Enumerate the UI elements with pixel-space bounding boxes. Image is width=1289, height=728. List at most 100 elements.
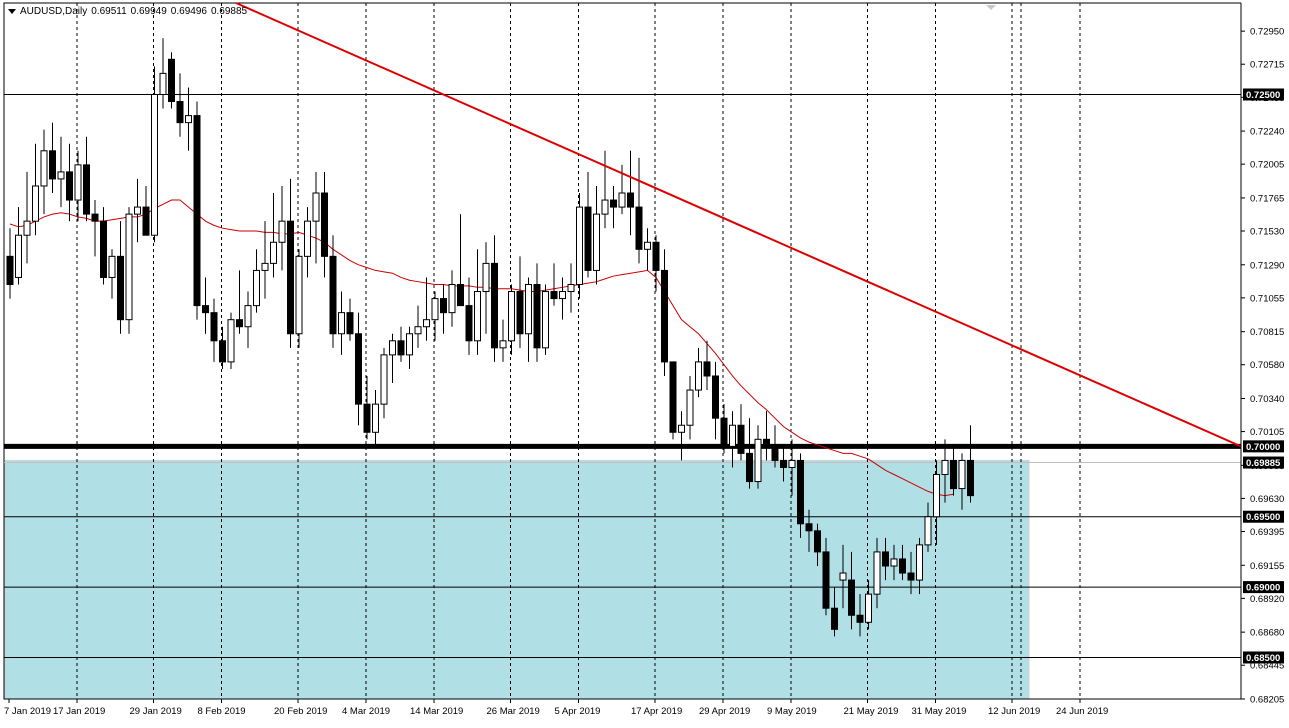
candle-body-bear <box>805 523 813 532</box>
candle-body-bull <box>389 340 396 356</box>
candle-body-bull <box>686 389 694 426</box>
level-label-box <box>1243 581 1284 594</box>
candle <box>805 509 813 552</box>
candle <box>219 326 226 369</box>
candle <box>584 171 592 278</box>
candle-body-bear <box>669 361 677 433</box>
dropdown-triangle-icon[interactable] <box>8 8 16 14</box>
candle <box>720 404 728 454</box>
candle <box>193 101 201 320</box>
candle-body-bull <box>151 93 158 236</box>
candle-body-bear <box>321 192 328 257</box>
candle <box>882 537 889 581</box>
x-tick-label: 29 Apr 2019 <box>699 706 750 717</box>
candle <box>873 537 881 609</box>
candle <box>185 87 192 151</box>
candle <box>482 242 490 334</box>
candle-body-bull <box>227 319 235 363</box>
level-label-text: 0.70000 <box>1246 442 1280 453</box>
candle <box>686 375 694 440</box>
candle-body-bear <box>193 115 201 307</box>
price-axis-bg <box>1241 0 1289 723</box>
level-label-text: 0.69500 <box>1246 512 1280 523</box>
candle-body-bull <box>593 213 600 271</box>
candle <box>117 221 124 334</box>
candle-body-bear <box>491 262 498 349</box>
candle <box>695 347 702 398</box>
candle-body-bull <box>253 269 260 307</box>
candle-body-bear <box>355 333 362 405</box>
candle <box>754 425 762 489</box>
y-tick-label: 0.69395 <box>1250 527 1284 538</box>
candle-body-bear <box>763 438 770 447</box>
candle-body-bear <box>6 255 14 285</box>
candle <box>57 136 65 208</box>
x-tick-label: 17 Jan 2019 <box>53 706 105 717</box>
candle-body-bear <box>440 298 447 314</box>
candle <box>15 207 22 285</box>
support-zone <box>4 459 1030 700</box>
trendline <box>235 2 1242 448</box>
candle-body-bull <box>508 291 515 342</box>
candle <box>907 551 915 595</box>
candle-body-bear <box>117 255 124 321</box>
candle-body-bull <box>788 459 796 468</box>
candle-body-bear <box>797 459 804 525</box>
candle-body-bear <box>814 530 821 553</box>
candle-body-bull <box>423 319 430 328</box>
chart-shift-marker-icon <box>986 5 996 10</box>
candle-body-bull <box>474 291 481 342</box>
candle <box>431 291 439 341</box>
candle <box>924 502 932 552</box>
candle-body-bull <box>678 424 685 433</box>
candle-body-bull <box>576 206 583 285</box>
candle <box>321 171 328 278</box>
candle-body-bull <box>941 459 949 476</box>
x-tick-label: 29 Jan 2019 <box>130 706 182 717</box>
candle <box>559 277 566 320</box>
candle <box>372 390 379 447</box>
candle-body-bear <box>610 199 617 208</box>
candle <box>227 312 235 369</box>
candle <box>176 73 184 137</box>
candle-body-bear <box>100 220 107 278</box>
candle <box>856 594 864 637</box>
candle-body-bear <box>533 283 541 349</box>
candle <box>550 263 558 306</box>
x-tick-label: 24 Jun 2019 <box>1056 706 1108 717</box>
candle-body-bull <box>108 255 116 278</box>
y-tick-label: 0.70815 <box>1250 327 1284 338</box>
candle-body-bear <box>848 579 855 616</box>
candle-body-bull <box>372 403 379 433</box>
candle-body-bull <box>295 255 303 335</box>
candle <box>380 347 388 419</box>
candle <box>261 221 269 299</box>
candle <box>32 143 39 236</box>
candle <box>66 143 73 222</box>
candle <box>831 587 838 637</box>
candle <box>108 249 116 299</box>
candle <box>159 38 167 109</box>
level-label-text: 0.68500 <box>1246 653 1280 664</box>
candle <box>729 411 736 468</box>
candle <box>788 439 796 496</box>
candle <box>91 200 99 257</box>
candle <box>814 523 821 566</box>
candle-body-bull <box>380 354 388 405</box>
candle <box>593 185 600 285</box>
x-tick-label: 14 Mar 2019 <box>410 706 463 717</box>
level-label: 0.69000 <box>1243 581 1284 594</box>
x-tick-label: 5 Apr 2019 <box>555 706 601 717</box>
candle <box>304 207 311 278</box>
candle <box>950 446 957 496</box>
y-tick-label: 0.69630 <box>1250 494 1284 505</box>
level-label-box <box>1243 651 1284 664</box>
level-label: 0.70000 <box>1243 440 1284 453</box>
candle <box>890 544 898 581</box>
candle-body-bear <box>967 459 974 497</box>
candle-body-bull <box>244 305 252 328</box>
candle-body-bull <box>57 171 65 180</box>
candle <box>74 150 82 222</box>
candle-body-bear <box>856 614 864 623</box>
